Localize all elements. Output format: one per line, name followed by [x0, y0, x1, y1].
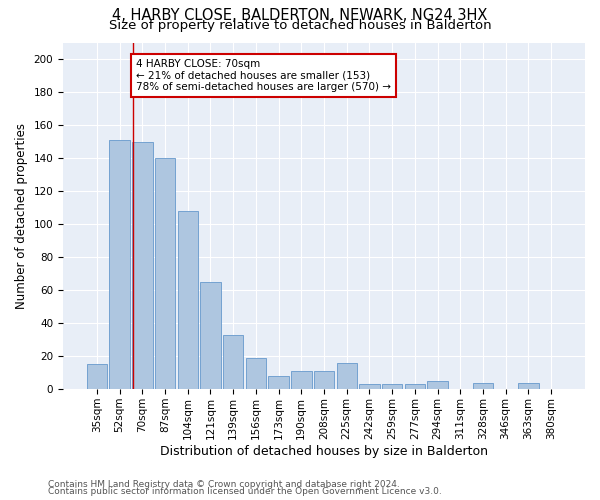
Bar — [473, 382, 493, 389]
Bar — [223, 334, 244, 389]
Bar — [518, 382, 539, 389]
Bar — [427, 381, 448, 389]
Bar — [109, 140, 130, 389]
Bar — [359, 384, 380, 389]
Y-axis label: Number of detached properties: Number of detached properties — [15, 123, 28, 309]
Bar — [314, 371, 334, 389]
Bar — [87, 364, 107, 389]
Bar — [178, 211, 198, 389]
Bar — [291, 371, 311, 389]
Bar — [200, 282, 221, 389]
X-axis label: Distribution of detached houses by size in Balderton: Distribution of detached houses by size … — [160, 444, 488, 458]
Bar — [132, 142, 152, 389]
Bar — [268, 376, 289, 389]
Text: 4 HARBY CLOSE: 70sqm
← 21% of detached houses are smaller (153)
78% of semi-deta: 4 HARBY CLOSE: 70sqm ← 21% of detached h… — [136, 59, 391, 92]
Bar — [155, 158, 175, 389]
Bar — [245, 358, 266, 389]
Bar — [404, 384, 425, 389]
Text: 4, HARBY CLOSE, BALDERTON, NEWARK, NG24 3HX: 4, HARBY CLOSE, BALDERTON, NEWARK, NG24 … — [112, 8, 488, 22]
Text: Contains public sector information licensed under the Open Government Licence v3: Contains public sector information licen… — [48, 487, 442, 496]
Text: Size of property relative to detached houses in Balderton: Size of property relative to detached ho… — [109, 19, 491, 32]
Bar — [337, 363, 357, 389]
Text: Contains HM Land Registry data © Crown copyright and database right 2024.: Contains HM Land Registry data © Crown c… — [48, 480, 400, 489]
Bar — [382, 384, 403, 389]
